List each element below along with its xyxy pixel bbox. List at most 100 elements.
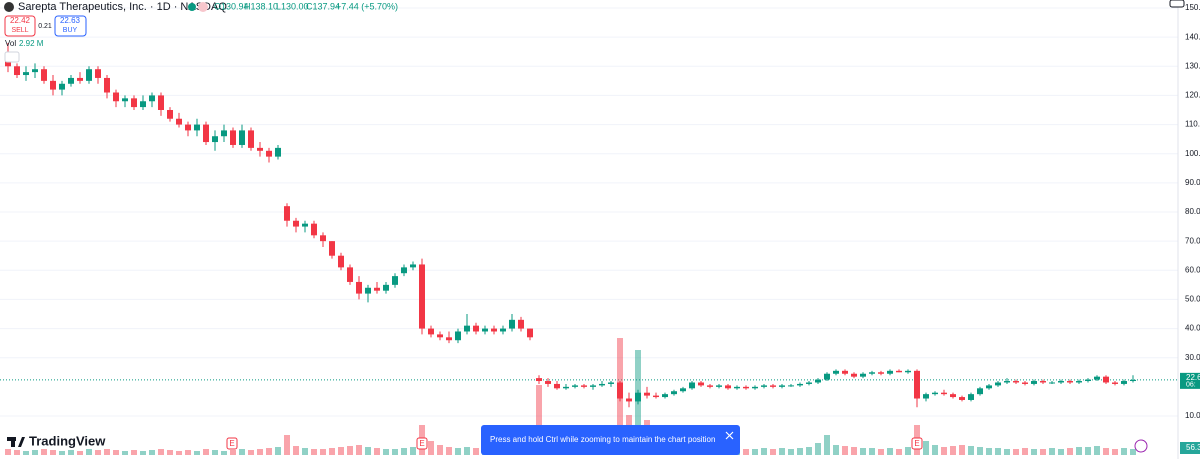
candle-body	[473, 325, 479, 332]
candle-body	[1130, 379, 1136, 382]
candle-body	[293, 220, 299, 227]
volume-bar	[878, 449, 884, 455]
candle-body	[941, 392, 947, 395]
candle-body	[599, 383, 605, 386]
earnings-marker[interactable]: E	[226, 437, 238, 450]
earnings-badge	[416, 437, 428, 450]
status-badge[interactable]	[198, 2, 208, 12]
collapse-button[interactable]	[4, 51, 20, 63]
volume-bar	[923, 441, 929, 455]
candle-body	[797, 383, 803, 386]
volume-bar	[842, 446, 848, 455]
toast-close[interactable]	[725, 431, 734, 440]
volume-bar	[1085, 447, 1091, 455]
candle-body	[554, 383, 560, 389]
volume-bar	[1004, 449, 1010, 455]
volume-bar	[293, 446, 299, 455]
earnings-marker[interactable]: E	[416, 437, 428, 450]
candle-body	[815, 379, 821, 383]
symbol-title: Sarepta Therapeutics, Inc. · 1D · NASDAQ	[18, 1, 227, 13]
price-tick-label: 150.	[1185, 3, 1200, 12]
candle-body	[1103, 376, 1109, 383]
candle-body	[1040, 381, 1046, 383]
volume-bar	[140, 451, 146, 455]
price-tick-label: 100.	[1185, 149, 1200, 158]
candle-body	[185, 124, 191, 131]
candle-body	[95, 69, 101, 78]
candle-body	[1058, 381, 1064, 383]
earnings-marker[interactable]: E	[911, 437, 923, 450]
volume-bar	[941, 447, 947, 455]
buy-button[interactable]	[54, 15, 87, 37]
candle-body	[23, 72, 29, 76]
volume-bar	[392, 449, 398, 455]
volume-bar	[383, 449, 389, 455]
candle-body	[509, 319, 515, 329]
candle-body	[752, 386, 758, 389]
volume-bar	[977, 447, 983, 455]
candle-body	[1094, 376, 1100, 380]
price-tick-label: 80.0	[1185, 207, 1200, 216]
candle-body	[410, 264, 416, 268]
volume-bar	[896, 449, 902, 455]
volume-bar	[473, 448, 479, 455]
candle-body	[851, 373, 857, 377]
volume-bar	[761, 448, 767, 455]
ohlc-low: L130.00	[276, 1, 309, 11]
volume-bar	[1031, 449, 1037, 455]
volume-bar	[833, 445, 839, 455]
volume-bar	[1130, 449, 1136, 455]
candle-body	[194, 124, 200, 131]
candle-body	[122, 98, 128, 102]
price-tick-label: 30.0	[1185, 353, 1200, 362]
alert-icon[interactable]	[1134, 439, 1148, 453]
candle-body	[662, 394, 668, 398]
volume-bar	[1067, 448, 1073, 455]
candle-body	[923, 394, 929, 399]
volume-bar	[1013, 449, 1019, 455]
volume-bar	[185, 450, 191, 455]
price-tick-label: 130.	[1185, 61, 1200, 70]
candle-body	[68, 77, 74, 84]
candle-body	[743, 386, 749, 389]
candle-body	[59, 83, 65, 90]
top-right-control[interactable]	[1169, 0, 1185, 8]
volume-bar	[851, 447, 857, 455]
volume-bar	[788, 449, 794, 455]
candle-body	[626, 398, 632, 402]
volume-bar	[248, 450, 254, 455]
candle-body	[383, 284, 389, 291]
volume-bar	[149, 450, 155, 455]
ohlc-close: C137.94	[306, 1, 340, 11]
candle-body	[1085, 379, 1091, 382]
candle-body	[617, 382, 623, 399]
brand-logo	[11, 437, 15, 447]
candle-body	[869, 372, 875, 374]
candle-body	[320, 235, 326, 242]
candle-body	[329, 241, 335, 256]
candle-body	[707, 385, 713, 387]
candle-body	[113, 92, 119, 102]
candle-body	[806, 382, 812, 384]
candle-body	[230, 130, 236, 145]
volume-value-label: 56.3	[1186, 443, 1200, 452]
candle-body	[356, 281, 362, 294]
candle-body	[158, 95, 164, 110]
candle-body	[491, 328, 497, 332]
candle-body	[977, 388, 983, 395]
toast-box	[481, 425, 740, 455]
volume-bar	[131, 450, 137, 455]
volume-bar	[122, 451, 128, 455]
candle-body	[275, 147, 281, 157]
volume-bar	[815, 443, 821, 455]
volume-bar	[239, 449, 245, 455]
sell-button[interactable]	[4, 15, 36, 37]
volume-bar	[158, 449, 164, 455]
volume-bar	[752, 449, 758, 455]
buy-price: 22.63	[60, 16, 81, 25]
volume-bar	[302, 448, 308, 455]
candle-body	[446, 337, 452, 341]
price-tick-label: 70.0	[1185, 236, 1200, 245]
candle-body	[419, 264, 425, 329]
